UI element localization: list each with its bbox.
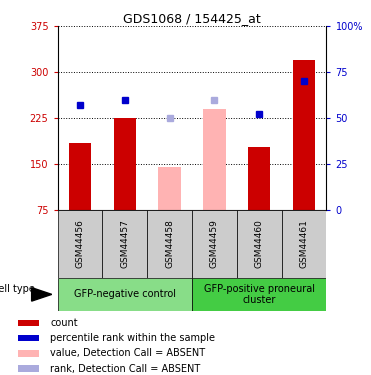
Text: GSM44458: GSM44458 [165,219,174,268]
Text: GSM44461: GSM44461 [299,219,309,268]
FancyBboxPatch shape [58,278,192,311]
FancyBboxPatch shape [237,210,282,278]
Bar [203,109,226,210]
Bar [18,350,39,357]
Text: percentile rank within the sample: percentile rank within the sample [50,333,215,343]
Bar [158,167,181,210]
Polygon shape [32,288,52,301]
Text: GSM44460: GSM44460 [255,219,264,268]
Text: GSM44459: GSM44459 [210,219,219,268]
Text: rank, Detection Call = ABSENT: rank, Detection Call = ABSENT [50,364,200,374]
Bar [293,60,315,210]
Text: count: count [50,318,78,328]
Text: GFP-positive proneural
cluster: GFP-positive proneural cluster [204,284,315,305]
Title: GDS1068 / 154425_at: GDS1068 / 154425_at [123,12,261,25]
FancyBboxPatch shape [282,210,326,278]
Text: cell type: cell type [0,284,35,294]
Bar [69,142,91,210]
Bar [114,118,136,210]
Text: GFP-negative control: GFP-negative control [74,290,176,299]
Bar [248,147,270,210]
Text: GSM44456: GSM44456 [75,219,85,268]
Bar [18,320,39,326]
Text: GSM44457: GSM44457 [120,219,129,268]
FancyBboxPatch shape [58,210,102,278]
Bar [18,365,39,372]
Text: value, Detection Call = ABSENT: value, Detection Call = ABSENT [50,348,205,358]
FancyBboxPatch shape [192,210,237,278]
FancyBboxPatch shape [147,210,192,278]
FancyBboxPatch shape [192,278,326,311]
FancyBboxPatch shape [102,210,147,278]
Bar [18,335,39,341]
